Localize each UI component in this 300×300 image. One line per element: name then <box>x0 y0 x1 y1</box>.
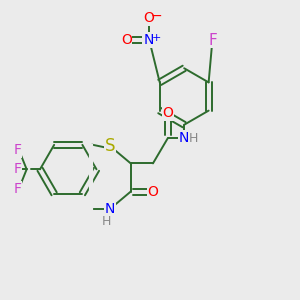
Text: O: O <box>143 11 154 25</box>
Text: F: F <box>13 182 21 196</box>
Text: N: N <box>105 202 115 216</box>
Text: F: F <box>13 143 21 157</box>
Text: O: O <box>162 106 173 120</box>
Text: N: N <box>179 131 189 145</box>
Text: F: F <box>208 32 217 47</box>
Text: O: O <box>148 184 158 199</box>
Text: S: S <box>105 136 115 154</box>
Text: H: H <box>189 132 198 145</box>
Text: F: F <box>13 162 21 176</box>
Text: −: − <box>150 9 162 23</box>
Text: N: N <box>143 33 154 47</box>
Text: H: H <box>102 215 112 228</box>
Text: O: O <box>121 33 132 47</box>
Text: +: + <box>152 33 161 43</box>
